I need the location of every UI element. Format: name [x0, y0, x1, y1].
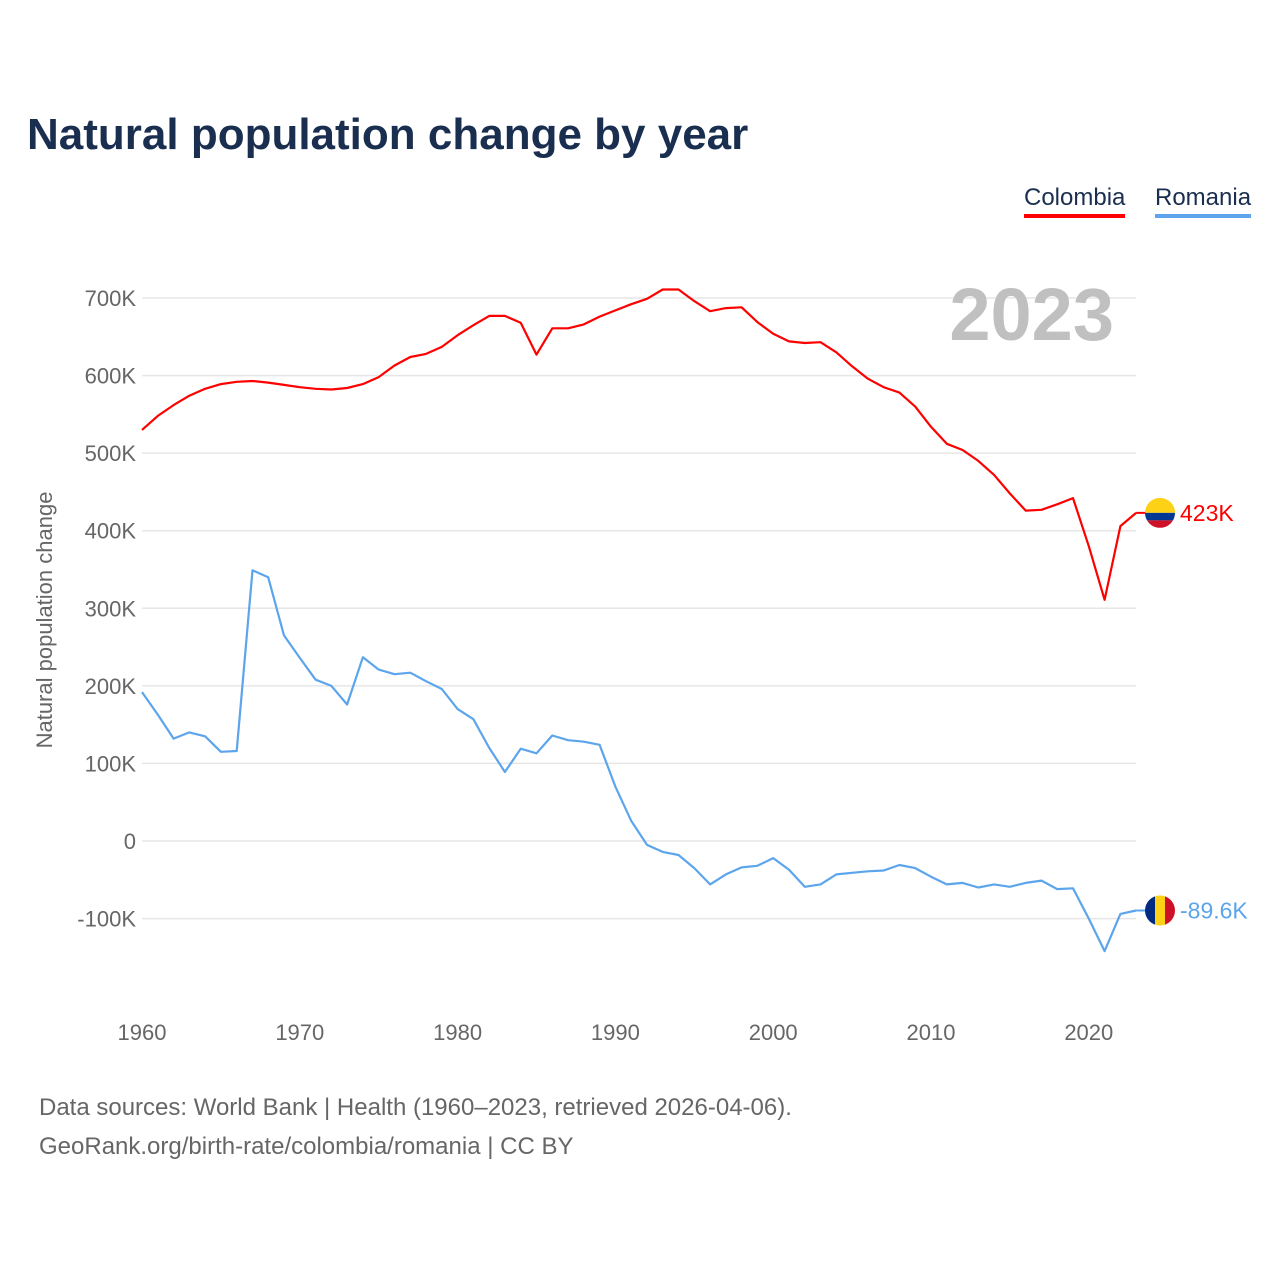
y-tick-label: 700K [85, 286, 137, 311]
legend-colombia[interactable]: Colombia [1024, 184, 1126, 218]
end-value-label-colombia: 423K [1180, 500, 1234, 526]
y-tick-label: 600K [85, 364, 137, 389]
year-watermark: 2023 [949, 273, 1114, 356]
flag-icon-romania [1145, 895, 1175, 926]
y-tick-label: 300K [85, 596, 137, 621]
source-line-2[interactable]: GeoRank.org/birth-rate/colombia/romania … [39, 1133, 574, 1160]
x-tick-label: 2000 [749, 1020, 798, 1045]
y-tick-label: 400K [85, 519, 137, 544]
flag-stripe [1155, 895, 1165, 926]
source-note: Data sources: World Bank | Health (1960–… [39, 1088, 792, 1166]
x-tick-label: 2010 [907, 1020, 956, 1045]
y-tick-label: 200K [85, 674, 137, 699]
y-tick-label: 100K [85, 751, 137, 776]
chart-title: Natural population change by year [27, 110, 749, 159]
series-line-colombia [141, 288, 1137, 601]
x-tick-label: 1980 [433, 1020, 482, 1045]
x-tick-label: 1960 [118, 1020, 167, 1045]
legend-romania[interactable]: Romania [1155, 184, 1252, 218]
flag-stripe [1145, 895, 1155, 926]
x-tick-label: 1990 [591, 1020, 640, 1045]
y-tick-label: 0 [124, 829, 136, 854]
flag-stripe [1165, 895, 1175, 926]
source-line-1: Data sources: World Bank | Health (1960–… [39, 1094, 792, 1121]
flag-stripe [1145, 512, 1175, 521]
series-line-romania [141, 569, 1137, 953]
flag-icon-colombia [1145, 497, 1175, 528]
end-value-label-romania: -89.6K [1180, 898, 1248, 924]
flag-stripes [1145, 497, 1175, 528]
x-tick-label: 2020 [1064, 1020, 1113, 1045]
flag-stripe [1145, 520, 1175, 528]
y-axis-label: Natural population change [32, 492, 57, 749]
flag-stripe [1145, 497, 1175, 513]
y-tick-label: -100K [77, 907, 136, 932]
x-tick-label: 1970 [275, 1020, 324, 1045]
y-tick-label: 500K [85, 441, 137, 466]
flag-stripes [1145, 895, 1175, 926]
